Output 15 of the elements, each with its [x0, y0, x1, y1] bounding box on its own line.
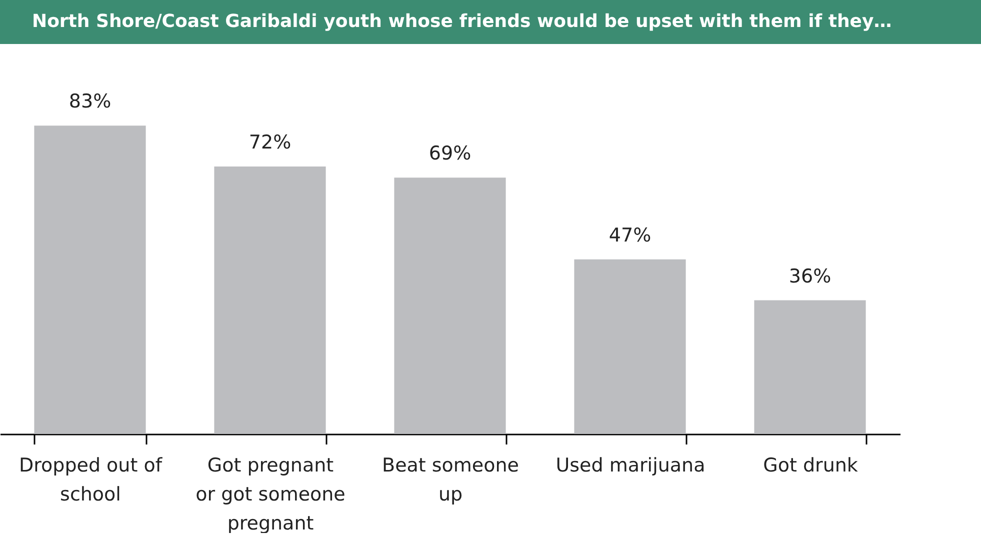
- bar: [34, 126, 146, 434]
- bar: [754, 300, 866, 434]
- bar: [214, 166, 326, 434]
- data-label: 83%: [68, 90, 112, 113]
- bar: [574, 259, 686, 434]
- bar: [394, 178, 506, 434]
- x-tick-label: Got drunk: [763, 454, 858, 476]
- chart-title: North Shore/Coast Garibaldi youth whose friends would be upset with them if they…: [32, 11, 892, 32]
- data-label: 69%: [428, 142, 472, 165]
- x-tick-label: Used marijuana: [556, 454, 706, 476]
- x-tick-label: Beat someone up: [382, 454, 519, 506]
- data-label: 47%: [608, 224, 652, 246]
- data-label: 72%: [248, 132, 292, 154]
- data-label: 36%: [788, 265, 832, 288]
- x-tick-label: Dropped out of school: [18, 454, 164, 506]
